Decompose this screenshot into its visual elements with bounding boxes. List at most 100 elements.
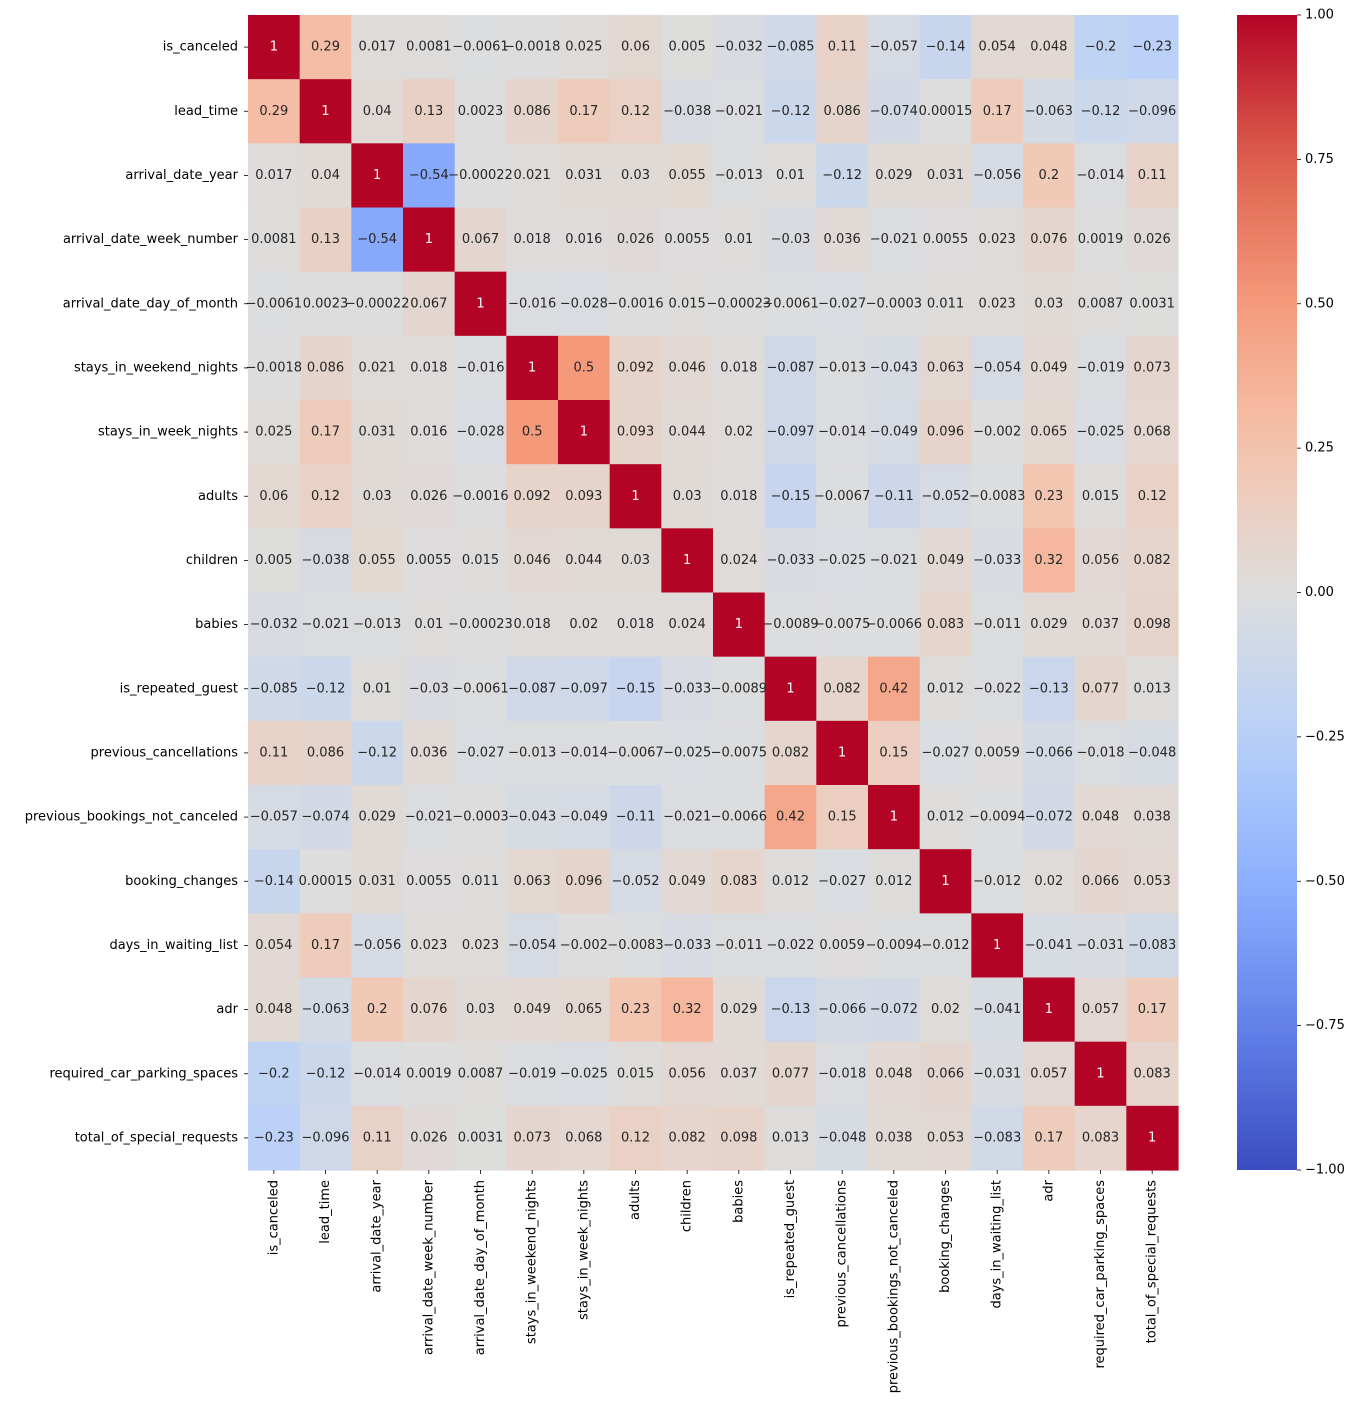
heatmap-cell	[609, 143, 662, 209]
heatmap-cell	[816, 400, 869, 465]
heatmap-cell-value: 0.23	[1034, 489, 1063, 504]
heatmap-cell-value: 0.023	[410, 938, 447, 953]
heatmap-cell	[454, 528, 507, 594]
heatmap-cell	[971, 849, 1024, 914]
heatmap-cell-value: −0.0003	[452, 810, 508, 825]
heatmap-cell	[919, 1041, 972, 1107]
heatmap-cell	[609, 400, 662, 465]
heatmap-cell	[1126, 656, 1179, 722]
heatmap-cell-value: 0.016	[410, 425, 447, 440]
heatmap-cell	[506, 849, 559, 914]
heatmap-cell	[764, 849, 817, 914]
heatmap-cell	[764, 913, 817, 979]
heatmap-cell	[661, 913, 714, 979]
heatmap-cell	[661, 656, 714, 722]
heatmap-cell-value: −0.074	[301, 810, 349, 825]
heatmap-cell	[1126, 1105, 1179, 1171]
heatmap-cell-value: −0.063	[1025, 104, 1073, 119]
heatmap-cell-value: −0.097	[560, 681, 608, 696]
heatmap-cell-value: 0.077	[772, 1066, 809, 1081]
heatmap-cell-value: −0.025	[1076, 425, 1124, 440]
heatmap-cell	[661, 849, 714, 914]
heatmap-cell-value: −0.15	[616, 681, 656, 696]
heatmap-cell-value: −0.54	[357, 232, 397, 247]
heatmap-cell	[661, 592, 714, 658]
x-axis-tick-labels: is_canceled lead_time arrival_date_year arr…	[266, 1170, 1160, 1393]
heatmap-cell-value: 0.049	[514, 1002, 551, 1017]
y-axis-tick-labels: is_canceled lead_time arrival_date_yeararr…	[25, 40, 248, 1145]
heatmap-cell	[971, 143, 1024, 209]
heatmap-cell	[919, 271, 972, 337]
y-tick-label: previous_bookings_not_canceled	[25, 810, 238, 825]
heatmap-cell	[299, 15, 352, 80]
heatmap-cell	[713, 1041, 766, 1107]
heatmap-cell	[1126, 271, 1179, 337]
heatmap-cell-value: 0.021	[359, 360, 396, 375]
heatmap-cell	[971, 720, 1024, 786]
heatmap-cell-value: 0.02	[724, 425, 753, 440]
heatmap-cell-value: 1	[1096, 1066, 1104, 1081]
heatmap-cell-value: 0.067	[410, 296, 447, 311]
heatmap-cell	[713, 592, 766, 658]
heatmap-cell-value: 0.0031	[1129, 296, 1175, 311]
heatmap-cell	[713, 15, 766, 80]
colorbar-tick-label: 0.25	[1305, 441, 1334, 456]
colorbar-gradient	[1237, 15, 1297, 1170]
heatmap-cell-value: 0.092	[617, 360, 654, 375]
heatmap-cell-value: 0.049	[927, 553, 964, 568]
heatmap-cell	[816, 143, 869, 209]
heatmap-cell-value: −0.043	[508, 810, 556, 825]
heatmap-cell-value: 0.5	[573, 360, 594, 375]
heatmap-cell-value: 0.0081	[251, 232, 297, 247]
heatmap-cell	[868, 335, 921, 401]
heatmap-cell-value: 0.024	[720, 553, 757, 568]
heatmap-cell-value: −0.032	[715, 40, 763, 55]
heatmap-cell-value: −0.12	[306, 1066, 346, 1081]
heatmap-cell-value: −0.083	[1128, 938, 1176, 953]
heatmap-cell	[1023, 913, 1076, 979]
heatmap-cell	[248, 143, 301, 209]
heatmap-cell-value: −0.0016	[452, 489, 508, 504]
heatmap-cell-value: 1	[993, 938, 1001, 953]
heatmap-cell-value: 0.031	[359, 874, 396, 889]
heatmap-cell-value: −0.012	[921, 938, 969, 953]
heatmap-cell-value: 1	[1148, 1130, 1156, 1145]
heatmap-cell-value: −0.028	[456, 425, 504, 440]
heatmap-cell	[713, 207, 766, 273]
heatmap-cell-value: −0.033	[766, 553, 814, 568]
heatmap-cell	[506, 335, 559, 401]
heatmap-cell-value: 0.15	[879, 745, 908, 760]
y-tick-label: babies	[195, 617, 238, 632]
heatmap-cell	[351, 335, 404, 401]
heatmap-cell-value: 0.0081	[406, 40, 452, 55]
heatmap-cell	[403, 271, 456, 337]
heatmap-cell	[971, 271, 1024, 337]
heatmap-cell-value: 0.015	[1082, 489, 1119, 504]
heatmap-cell	[971, 913, 1024, 979]
heatmap-cell	[454, 656, 507, 722]
heatmap-cell	[764, 271, 817, 337]
heatmap-cell	[868, 1041, 921, 1107]
heatmap-cell-value: −0.14	[254, 874, 294, 889]
heatmap-cell	[248, 592, 301, 658]
heatmap-cell	[351, 656, 404, 722]
heatmap-cell	[558, 592, 611, 658]
heatmap-cell-value: −0.057	[250, 810, 298, 825]
colorbar-tick-label: 0.75	[1305, 152, 1334, 167]
heatmap-cell	[299, 207, 352, 273]
heatmap-cell	[506, 785, 559, 850]
heatmap-cell-value: 0.037	[720, 1066, 757, 1081]
heatmap-cell	[1126, 849, 1179, 914]
heatmap-cell	[919, 335, 972, 401]
heatmap-cell	[971, 656, 1024, 722]
heatmap-cell	[661, 271, 714, 337]
heatmap-cell	[299, 143, 352, 209]
heatmap-cell-value: 0.046	[669, 360, 706, 375]
heatmap-cell-value: 0.049	[1030, 360, 1067, 375]
heatmap-cell-value: 0.086	[824, 104, 861, 119]
heatmap-cell-value: 0.026	[410, 1130, 447, 1145]
heatmap-cell	[919, 849, 972, 914]
heatmap-cell-value: −0.03	[771, 232, 811, 247]
heatmap-cell	[764, 592, 817, 658]
heatmap-cell	[454, 143, 507, 209]
